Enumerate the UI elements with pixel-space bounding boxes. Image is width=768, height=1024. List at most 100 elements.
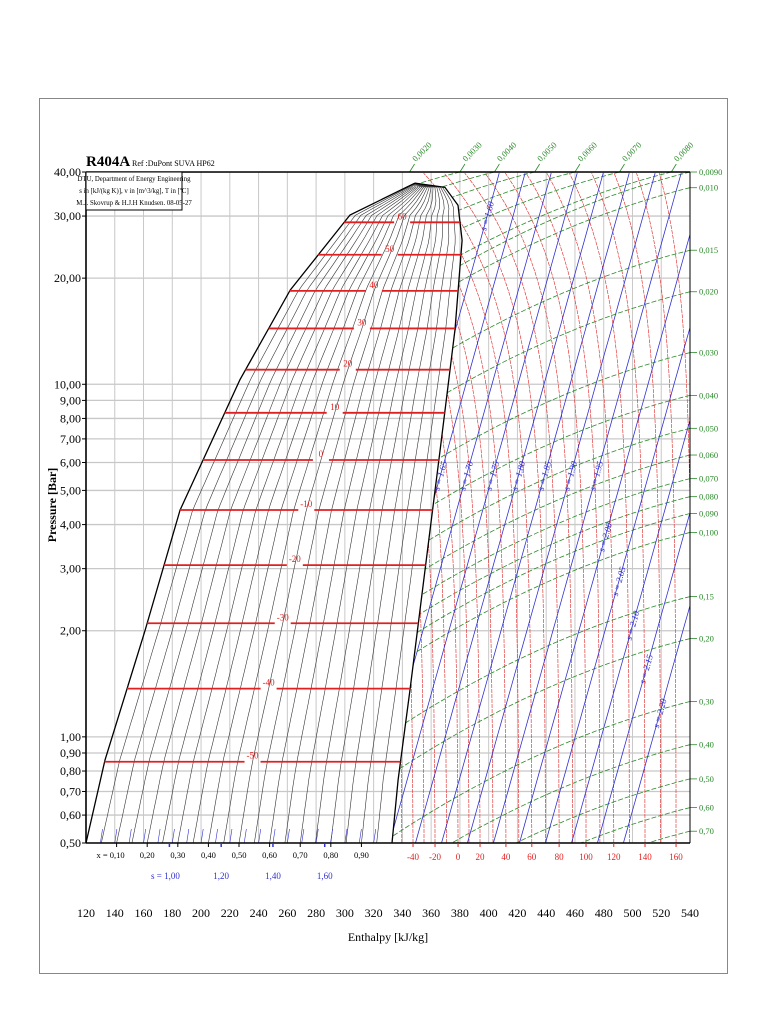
volume-label: 0,070	[699, 474, 718, 484]
x-axis-label: Enthalpy [kJ/kg]	[348, 930, 428, 944]
quality-label: 0,80	[323, 850, 338, 860]
isentrope-label: s = 1.65	[431, 460, 449, 492]
isentrope-label: s = 2.20	[651, 697, 669, 729]
volume-label: 0,050	[699, 423, 718, 433]
isotherm-superheat	[392, 172, 470, 843]
quality-label: 0,30	[170, 850, 185, 860]
volume-tick	[494, 163, 500, 173]
isotherm-superheat	[613, 172, 661, 843]
y-tick-label: 8,00	[60, 411, 81, 425]
specific-volume-line	[392, 454, 690, 603]
isotherm-label: -50	[247, 751, 259, 761]
isotherm-superheat	[392, 172, 425, 843]
x-tick-label: 420	[508, 906, 526, 920]
y-tick-label: 10,00	[54, 377, 81, 391]
volume-label: 0,090	[699, 509, 718, 519]
x-tick-label: 300	[336, 906, 354, 920]
isotherm-superheat	[591, 172, 646, 843]
y-tick-label: 20,00	[54, 271, 81, 285]
isentrope-hint	[128, 828, 132, 843]
volume-label: 0,0050	[535, 140, 559, 164]
isotherm-superheat	[505, 172, 587, 843]
isentrope-label: s = 1.95	[587, 460, 605, 492]
volume-label: 0,70	[699, 826, 714, 836]
y-tick-label: 0,60	[60, 808, 81, 822]
specific-volume-line	[392, 172, 495, 223]
x-tick-label: 240	[250, 906, 268, 920]
isotherm-label: 0	[319, 449, 324, 459]
y-tick-label: 7,00	[60, 432, 81, 446]
x-tick-label: 340	[393, 906, 411, 920]
y-tick-label: 0,80	[60, 764, 81, 778]
quality-line	[269, 182, 430, 843]
axes: 40,00 30,00 20,00 10,00 9,00 8,00 7,00 6,00 5,00…	[54, 165, 699, 920]
isentrope-axis-label: 1,20	[213, 871, 229, 881]
x-tick-label: 160	[135, 906, 153, 920]
isotherm-axis-label: 60	[527, 852, 537, 862]
isotherm-superheat	[392, 172, 447, 843]
specific-volume-line	[392, 187, 690, 336]
info-line-1: DTU, Department of Energy Engineering	[78, 176, 192, 183]
isotherm-superheat	[658, 173, 690, 843]
y-axis-label: Pressure [Bar]	[45, 468, 59, 543]
isentrope-line	[519, 172, 690, 843]
specific-volume-line	[392, 744, 690, 843]
x-tick-label: 500	[623, 906, 641, 920]
y-tick-label: 30,00	[54, 209, 81, 223]
volume-label: 0,30	[699, 696, 714, 706]
isotherm-label: 60	[398, 211, 408, 221]
isentrope-hint	[272, 828, 276, 843]
volume-label: 0,15	[699, 592, 714, 602]
isotherm-label: 40	[369, 280, 379, 290]
volume-tick	[574, 163, 581, 173]
isentrope-label: s = 2.05	[610, 565, 628, 597]
specific-volume-line	[392, 172, 620, 292]
quality-label: x = 0,10	[97, 850, 125, 860]
isotherm-axis-label: 80	[555, 852, 565, 862]
x-tick-label: 320	[365, 906, 383, 920]
quality-label: 0,60	[262, 850, 277, 860]
specific-volume-line	[392, 496, 690, 645]
specific-volume-line	[392, 352, 690, 501]
isentrope-axis-label: 1,40	[265, 871, 281, 881]
volume-label: 0,40	[699, 740, 714, 750]
saturation-dome	[85, 182, 463, 844]
isotherm-axis-label: 40	[501, 852, 511, 862]
quality-line	[284, 182, 432, 843]
volume-tick	[534, 163, 541, 173]
volume-label: 0,0040	[495, 140, 519, 164]
isotherm-superheat	[423, 172, 533, 843]
chart-subtitle: Ref :DuPont SUVA HP62	[132, 159, 215, 168]
volume-tick	[619, 163, 625, 173]
y-tick-label: 5,00	[60, 483, 81, 497]
isentrope-hint	[114, 828, 118, 843]
y-tick-label: 2,00	[60, 624, 81, 638]
specific-volume-line	[392, 638, 690, 787]
isentrope-line	[623, 172, 690, 843]
volume-label: 0,0080	[672, 140, 696, 164]
isentrope-hint	[258, 828, 262, 843]
isentrope-hint	[157, 828, 161, 843]
specific-volume-line	[392, 701, 690, 843]
volume-label: 0,0070	[620, 140, 644, 164]
isentrope-hint	[344, 828, 348, 843]
isentrope-line	[467, 172, 656, 843]
isotherm-label: 10	[330, 402, 340, 412]
volume-label: 0,010	[699, 183, 718, 193]
saturated-liquid-line	[85, 182, 416, 844]
isotherm-superheat	[392, 172, 436, 843]
isentrope-hint	[200, 828, 204, 843]
isentrope-hint	[143, 828, 146, 843]
quality-line	[345, 182, 445, 843]
x-tick-label: 200	[192, 906, 210, 920]
volume-label: 0,50	[699, 774, 714, 784]
isotherm-axis-label: 160	[669, 852, 683, 862]
isentrope-axis-label: s = 1,00	[151, 871, 180, 881]
volume-tick	[670, 163, 677, 173]
info-box	[85, 171, 183, 211]
y-tick-label: 4,00	[60, 518, 81, 532]
volume-label: 0,030	[699, 348, 718, 358]
quality-label: 0,90	[354, 850, 369, 860]
isentrope-line	[493, 172, 682, 843]
